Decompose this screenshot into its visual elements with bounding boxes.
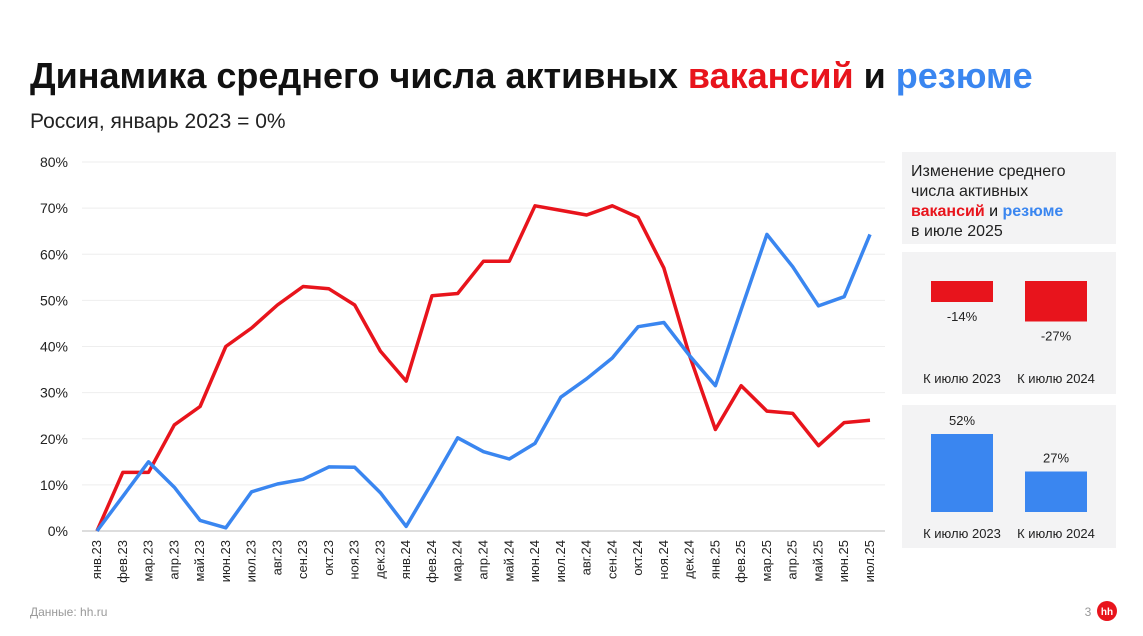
- y-tick-label: 60%: [40, 246, 68, 262]
- x-tick-label: янв.24: [398, 540, 413, 579]
- y-tick-label: 50%: [40, 292, 68, 308]
- x-tick-label: авг.24: [579, 540, 594, 575]
- x-tick-label: фев.24: [424, 540, 439, 583]
- x-tick-label: июн.23: [218, 540, 233, 582]
- caption-line: в июле 2025: [911, 223, 1003, 240]
- category-label: К июлю 2023: [923, 526, 1001, 541]
- x-tick-label: июл.25: [862, 540, 877, 582]
- y-tick-label: 10%: [40, 477, 68, 493]
- source: Данные: hh.ru: [30, 605, 107, 619]
- x-tick-label: апр.23: [166, 540, 181, 580]
- y-tick-label: 40%: [40, 339, 68, 355]
- bar: [931, 281, 993, 302]
- caption-part: вакансий: [911, 203, 985, 220]
- x-tick-label: дек.24: [682, 540, 697, 579]
- value-label: -27%: [1041, 329, 1072, 344]
- title-part: Динамика среднего числа активных: [30, 55, 688, 96]
- bar: [931, 434, 993, 512]
- line-series: [95, 204, 871, 532]
- x-tick-label: сен.24: [604, 540, 619, 579]
- x-tick-label: окт.24: [630, 540, 645, 576]
- x-tick-label: мар.24: [450, 540, 465, 581]
- x-tick-label: июл.23: [244, 540, 259, 582]
- x-tick-label: мар.23: [141, 540, 156, 581]
- caption-line: числа активных: [911, 183, 1028, 200]
- bar: [1025, 471, 1087, 512]
- caption-part: резюме: [1003, 203, 1064, 220]
- x-tick-label: янв.23: [89, 540, 104, 579]
- title-part: резюме: [896, 55, 1033, 96]
- line-series: [95, 232, 872, 533]
- x-tick-label: фев.25: [733, 540, 748, 583]
- title-part: вакансий: [688, 55, 854, 96]
- y-tick-label: 30%: [40, 385, 68, 401]
- logo-text: hh: [1101, 607, 1113, 618]
- vacancy-box: [902, 252, 1116, 394]
- bar: [1025, 281, 1087, 322]
- category-label: К июлю 2023: [923, 371, 1001, 386]
- category-label: К июлю 2024: [1017, 371, 1095, 386]
- subtitle: Россия, январь 2023 = 0%: [30, 110, 286, 133]
- y-tick-label: 20%: [40, 431, 68, 447]
- value-label: 27%: [1043, 451, 1069, 466]
- x-tick-label: сен.23: [295, 540, 310, 579]
- x-tick-label: июн.25: [836, 540, 851, 582]
- x-tick-label: май.23: [192, 540, 207, 582]
- category-label: К июлю 2024: [1017, 526, 1095, 541]
- panel-caption: Изменение среднего числа активных вакансий…: [911, 163, 1066, 240]
- page-number: 3: [1085, 605, 1092, 619]
- value-label: -14%: [947, 309, 978, 324]
- x-tick-label: май.24: [501, 540, 516, 582]
- caption-part: и: [985, 203, 1003, 220]
- x-tick-label: апр.25: [785, 540, 800, 580]
- x-tick-label: авг.23: [269, 540, 284, 575]
- title: Динамика среднего числа активных ваканси…: [30, 55, 1033, 96]
- value-label: 52%: [949, 413, 975, 428]
- x-tick-label: фев.23: [115, 540, 130, 583]
- x-tick-label: апр.24: [476, 540, 491, 580]
- x-tick-label: май.25: [810, 540, 825, 582]
- x-tick-label: мар.25: [759, 540, 774, 581]
- title-part: и: [854, 55, 896, 96]
- logo: [1097, 601, 1117, 621]
- y-tick-label: 70%: [40, 200, 68, 216]
- x-tick-label: янв.25: [707, 540, 722, 579]
- x-tick-label: дек.23: [372, 540, 387, 579]
- x-tick-label: июн.24: [527, 540, 542, 582]
- x-tick-label: ноя.23: [347, 540, 362, 580]
- y-tick-label: 80%: [40, 154, 68, 170]
- caption-line: Изменение среднего: [911, 163, 1066, 180]
- caption-line: вакансий и резюме: [911, 203, 1063, 220]
- x-tick-label: ноя.24: [656, 540, 671, 580]
- x-tick-label: июл.24: [553, 540, 568, 582]
- x-tick-label: окт.23: [321, 540, 336, 576]
- y-tick-label: 0%: [48, 523, 68, 539]
- caption-box: [902, 152, 1116, 244]
